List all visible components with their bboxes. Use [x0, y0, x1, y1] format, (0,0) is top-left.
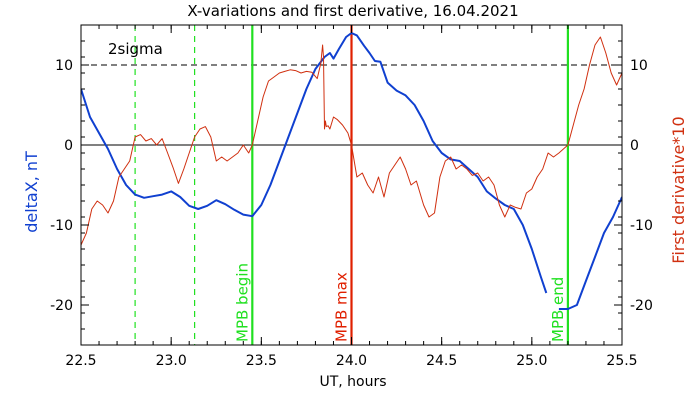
y-tick-label-right: 10 [630, 58, 648, 74]
chart-title: X-variations and first derivative, 16.04… [187, 2, 518, 20]
y-tick-label-left: -10 [50, 218, 73, 234]
x-tick-label: 24.0 [336, 353, 367, 369]
x-tick-label: 22.5 [65, 353, 96, 369]
y-tick-label-right: -20 [630, 298, 653, 314]
y-axis-label-right: First derivative*10 [669, 116, 688, 263]
series-deltaX-0 [81, 32, 548, 294]
marker-label-2: MPB begin [233, 263, 251, 342]
y-tick-label-right: -10 [630, 218, 653, 234]
threshold-label: 2sigma [108, 40, 163, 58]
x-tick-label: 25.0 [516, 353, 547, 369]
y-tick-label-left: -20 [50, 298, 73, 314]
y-axis-label-left: deltaX, nT [22, 151, 41, 233]
x-tick-label: 25.5 [606, 353, 637, 369]
y-tick-label-left: 10 [55, 58, 73, 74]
series-derivative-0 [81, 36, 622, 246]
x-axis-label: UT, hours [319, 374, 386, 390]
marker-label-4: MPB end [549, 277, 567, 342]
y-tick-label-right: 0 [630, 138, 639, 154]
y-tick-label-left: 0 [64, 138, 73, 154]
marker-label-3: MPB max [333, 272, 351, 342]
x-tick-label: 23.0 [156, 353, 187, 369]
x-tick-label: 24.5 [426, 353, 457, 369]
x-tick-label: 23.5 [246, 353, 277, 369]
series-deltaX-1 [558, 196, 622, 310]
